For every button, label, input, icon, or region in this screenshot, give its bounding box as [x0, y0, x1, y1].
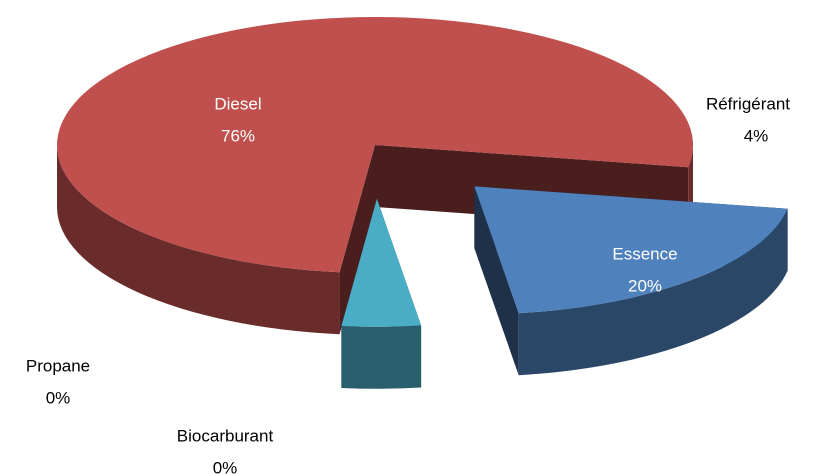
slice-label: Réfrigérant	[706, 94, 790, 113]
slice-value-label: 20%	[628, 276, 662, 295]
slice-radial-wall	[339, 145, 375, 335]
slice-label: Propane	[26, 356, 90, 375]
slice-value-label: 76%	[221, 126, 255, 145]
slice-value-label: 4%	[744, 126, 769, 145]
slice-top	[57, 16, 694, 273]
slice-label: Biocarburant	[177, 426, 274, 445]
slice	[474, 186, 788, 376]
slice-side	[518, 208, 788, 376]
slice-value-label: 0%	[46, 388, 71, 407]
slice-label: Diesel	[214, 94, 261, 113]
slice-radial-wall	[474, 186, 519, 376]
slice-side	[57, 145, 340, 335]
slice-value-label: 0%	[213, 458, 238, 474]
slice-side	[341, 325, 422, 389]
slice-top	[474, 186, 788, 314]
slice-label: Essence	[612, 244, 677, 263]
slice-top	[341, 198, 422, 327]
slice	[341, 198, 422, 389]
